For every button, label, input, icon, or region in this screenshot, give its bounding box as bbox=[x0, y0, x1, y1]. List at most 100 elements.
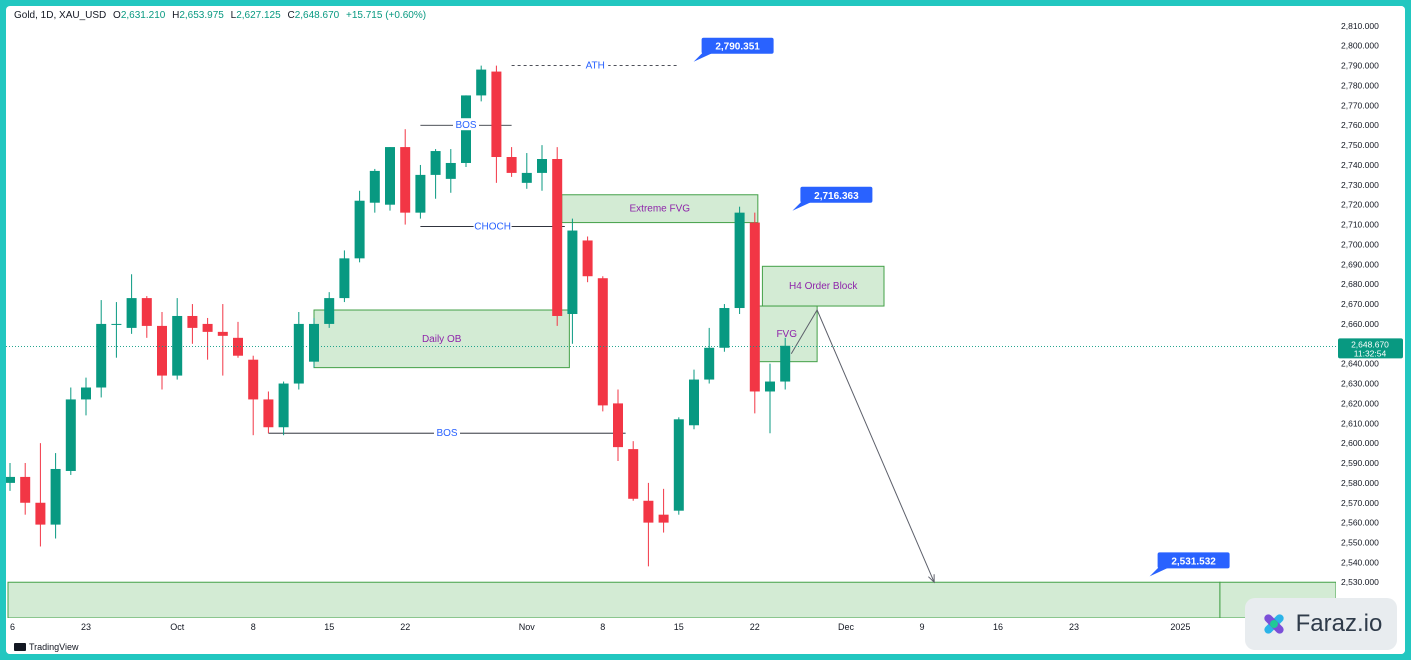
close-value: 2,648.670 bbox=[294, 10, 340, 21]
y-tick-label: 2,790.000 bbox=[1341, 61, 1379, 71]
candle-body bbox=[749, 222, 760, 392]
tradingview-icon bbox=[14, 643, 26, 651]
x-tick-label: 9 bbox=[919, 622, 924, 632]
low-value: 2,627.125 bbox=[236, 10, 281, 21]
candle-body bbox=[187, 315, 198, 328]
y-tick-label: 2,530.000 bbox=[1341, 577, 1379, 587]
zone-box bbox=[761, 265, 885, 307]
zone-label: Extreme FVG bbox=[630, 204, 691, 215]
candle-body bbox=[202, 323, 213, 332]
y-tick-label: 2,750.000 bbox=[1341, 140, 1379, 150]
line-label-bg bbox=[582, 58, 609, 71]
candle-body bbox=[50, 468, 61, 525]
chart-frame: Daily OB Extreme FVG H4 Order Block FVG ATH B… bbox=[6, 6, 1405, 654]
candle-body bbox=[141, 298, 152, 326]
structure-label: BOS bbox=[455, 120, 476, 131]
x-tick-label: 23 bbox=[81, 622, 91, 632]
price-axis-bg bbox=[1336, 6, 1405, 654]
candle-body bbox=[780, 345, 791, 382]
candle-body bbox=[765, 381, 775, 392]
zone-label: H4 Order Block bbox=[789, 281, 858, 292]
change-value: +15.715 (+0.60%) bbox=[345, 10, 427, 21]
candle-body bbox=[521, 172, 532, 183]
callout-label: 2,531.532 bbox=[1171, 556, 1216, 567]
y-tick-label: 2,540.000 bbox=[1341, 557, 1379, 567]
symbol-header: Gold, 1D, XAU_USD O2,631.210 H2,653.975 … bbox=[14, 10, 426, 21]
candle-body bbox=[673, 419, 684, 511]
y-tick-label: 2,760.000 bbox=[1341, 120, 1379, 130]
y-tick-label: 2,800.000 bbox=[1341, 41, 1379, 51]
candle-body bbox=[35, 502, 46, 525]
candle-body bbox=[476, 69, 487, 96]
y-tick-label: 2,670.000 bbox=[1341, 299, 1379, 309]
candle-body bbox=[491, 71, 502, 158]
y-tick-label: 2,810.000 bbox=[1341, 21, 1379, 31]
structure-label: BOS bbox=[436, 428, 457, 439]
candle-body bbox=[415, 174, 426, 213]
candle-body bbox=[582, 240, 593, 277]
y-tick-label: 2,770.000 bbox=[1341, 100, 1379, 110]
candle-body bbox=[369, 170, 380, 203]
y-tick-label: 2,560.000 bbox=[1341, 518, 1379, 528]
open-value: 2,631.210 bbox=[120, 10, 166, 21]
y-tick-label: 2,740.000 bbox=[1341, 160, 1379, 170]
tradingview-logo[interactable]: TradingView bbox=[14, 642, 79, 652]
candlestick-chart[interactable]: Daily OB Extreme FVG H4 Order Block FVG ATH B… bbox=[6, 6, 1405, 654]
y-tick-label: 2,570.000 bbox=[1341, 498, 1379, 508]
candle-body bbox=[111, 323, 122, 325]
x-tick-label: 8 bbox=[600, 622, 605, 632]
tradingview-text: TradingView bbox=[29, 642, 79, 652]
candle-body bbox=[81, 387, 91, 400]
candle-body bbox=[400, 147, 411, 213]
price-tag-value: 2,648.670 bbox=[1351, 339, 1389, 349]
candle-body bbox=[613, 403, 623, 448]
faraz-watermark: Faraz.io bbox=[1245, 598, 1397, 650]
candle-body bbox=[172, 315, 183, 376]
x-tick-label: Dec bbox=[838, 622, 855, 632]
candle-body bbox=[293, 323, 304, 384]
y-tick-label: 2,600.000 bbox=[1341, 438, 1379, 448]
candle-body bbox=[628, 449, 639, 499]
y-tick-label: 2,720.000 bbox=[1341, 200, 1379, 210]
x-tick-label: 22 bbox=[750, 622, 760, 632]
candle-body bbox=[65, 399, 76, 471]
candle-body bbox=[6, 476, 15, 483]
y-tick-label: 2,700.000 bbox=[1341, 239, 1379, 249]
candle-body bbox=[552, 159, 563, 316]
x-tick-label: 8 bbox=[251, 622, 256, 632]
candle-body bbox=[126, 298, 137, 328]
candle-body bbox=[658, 514, 669, 523]
y-tick-label: 2,680.000 bbox=[1341, 279, 1379, 289]
candle-body bbox=[430, 151, 441, 175]
candle-body bbox=[506, 157, 517, 173]
x-tick-label: 22 bbox=[400, 622, 410, 632]
low-label: L bbox=[230, 10, 237, 21]
y-tick-label: 2,640.000 bbox=[1341, 359, 1379, 369]
candle-body bbox=[734, 212, 745, 309]
zone-box bbox=[313, 309, 570, 369]
zone-box bbox=[7, 581, 1221, 619]
candle-body bbox=[217, 331, 228, 336]
brand-name: Faraz.io bbox=[1295, 610, 1383, 637]
candle-body bbox=[567, 230, 578, 314]
candle-body bbox=[339, 258, 350, 299]
structure-label: CHOCH bbox=[474, 222, 511, 233]
y-tick-label: 2,550.000 bbox=[1341, 537, 1379, 547]
candle-body bbox=[643, 500, 654, 523]
callout-box bbox=[1157, 552, 1230, 569]
callout-label: 2,716.363 bbox=[814, 191, 859, 202]
callout-box bbox=[800, 186, 873, 203]
candle-body bbox=[719, 308, 730, 348]
y-tick-label: 2,590.000 bbox=[1341, 458, 1379, 468]
symbol-title: Gold, 1D, XAU_USD bbox=[14, 10, 107, 21]
candle-body bbox=[263, 399, 274, 428]
candle-body bbox=[248, 359, 259, 400]
price-tag bbox=[1338, 338, 1403, 359]
line-label-bg bbox=[434, 426, 460, 439]
candle-body bbox=[278, 383, 289, 428]
zone-box bbox=[561, 194, 759, 224]
callout-label: 2,790.351 bbox=[715, 42, 760, 53]
arrow-head bbox=[928, 574, 935, 584]
line-label-bg bbox=[473, 219, 512, 232]
price-tag-timer: 11:32:54 bbox=[1354, 348, 1387, 358]
